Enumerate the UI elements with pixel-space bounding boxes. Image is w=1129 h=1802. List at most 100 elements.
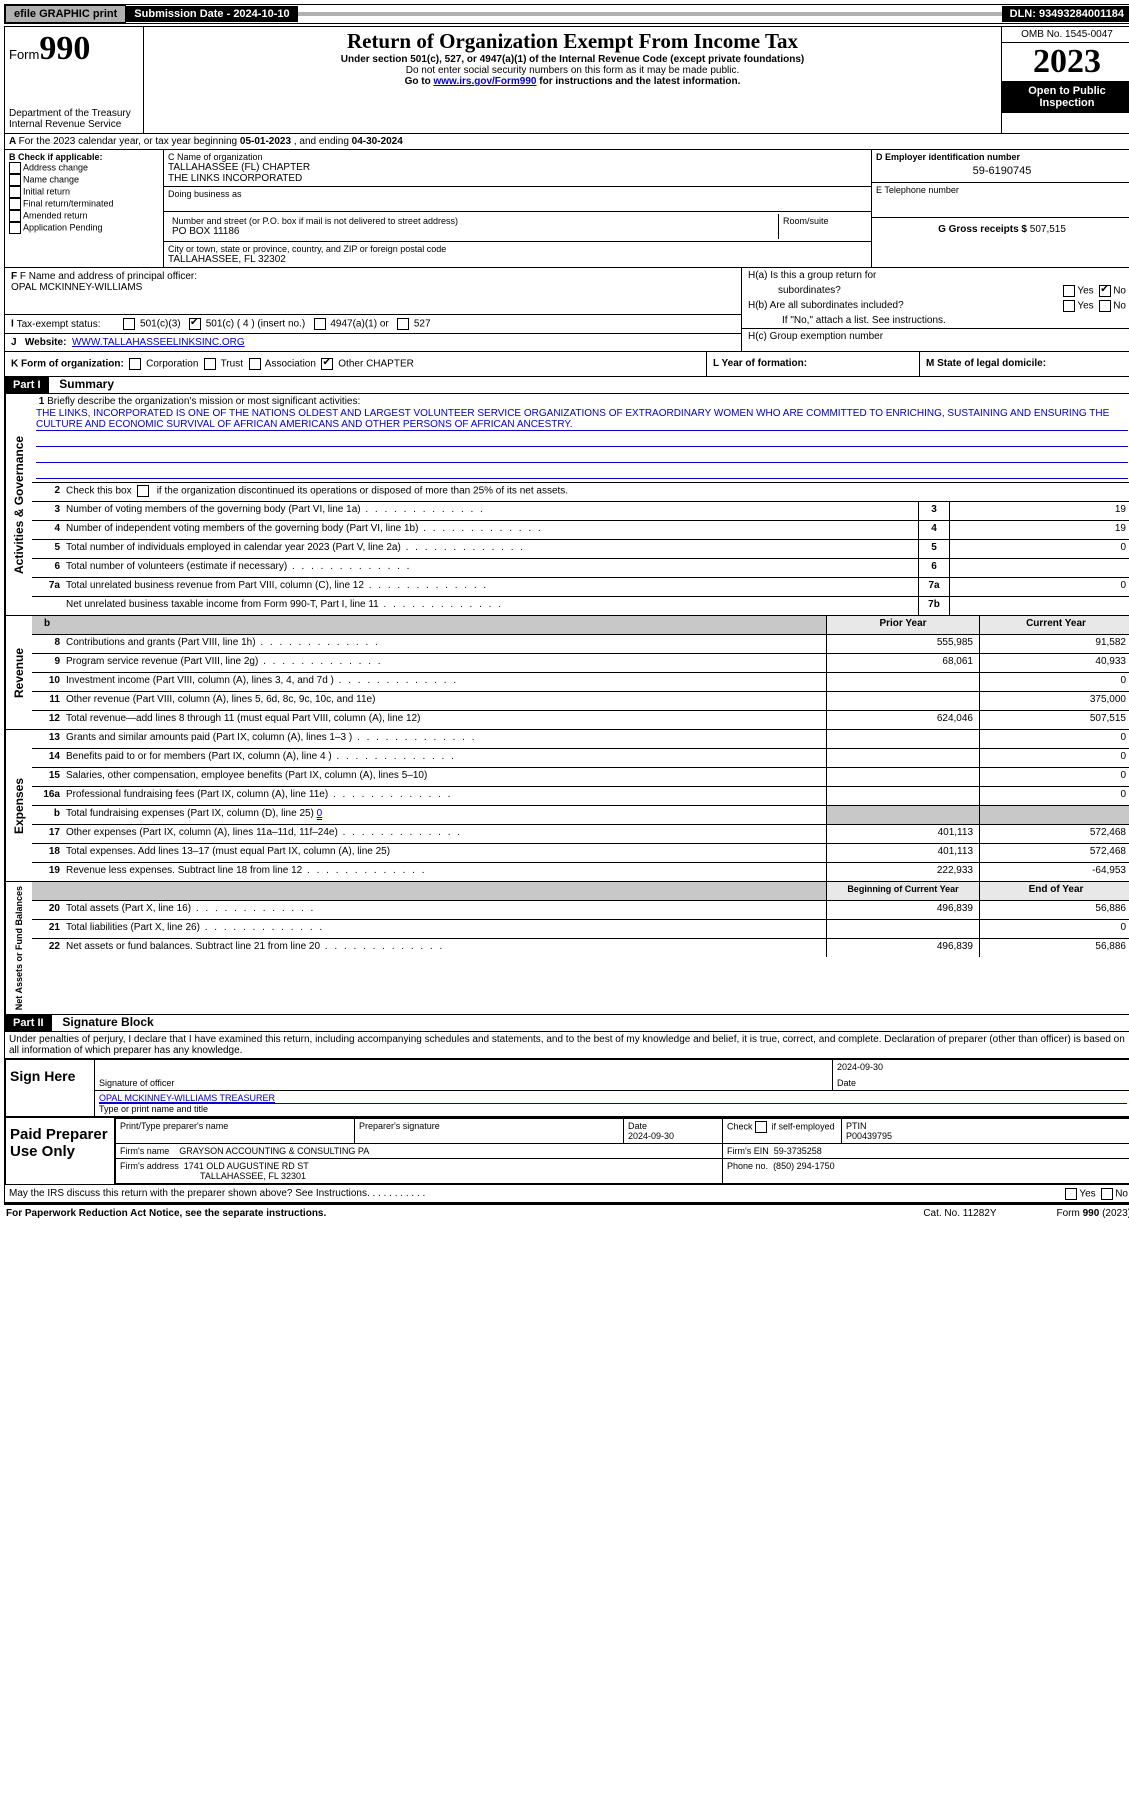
l11-cy: 375,000 xyxy=(979,692,1129,710)
chk-corp[interactable] xyxy=(129,358,141,370)
opt-527: 527 xyxy=(414,319,431,330)
gross-label: G Gross receipts $ xyxy=(938,224,1027,235)
line-7a-desc: Total unrelated business revenue from Pa… xyxy=(62,578,918,596)
chk-initial-return[interactable]: Initial return xyxy=(9,186,159,198)
chk-application-pending[interactable]: Application Pending xyxy=(9,222,159,234)
prep-check-lbl: Check xyxy=(727,1122,753,1132)
part-1-header: Part I Summary xyxy=(5,377,1129,394)
l14-desc: Benefits paid to or for members (Part IX… xyxy=(62,749,826,767)
l11-desc: Other revenue (Part VIII, column (A), li… xyxy=(62,692,826,710)
line-21: 21Total liabilities (Part X, line 26) 0 xyxy=(32,919,1129,938)
box-hb: H(b) Are all subordinates included? Yes … xyxy=(742,298,1129,313)
ein-value: 59-6190745 xyxy=(876,162,1128,180)
chk-amended-return[interactable]: Amended return xyxy=(9,210,159,222)
chk-address-change[interactable]: Address change xyxy=(9,162,159,174)
opt-501c3: 501(c)(3) xyxy=(140,319,181,330)
phone-value xyxy=(876,195,1128,215)
form-title: Return of Organization Exempt From Incom… xyxy=(148,29,997,54)
l16b-val: 0 xyxy=(317,808,323,820)
open-public-inspection: Open to Public Inspection xyxy=(1002,81,1129,113)
line-6: 6Total number of volunteers (estimate if… xyxy=(32,558,1129,577)
mission-blank-1 xyxy=(36,432,1128,447)
header-right: OMB No. 1545-0047 2023 Open to Public In… xyxy=(1001,27,1129,133)
l8-desc: Contributions and grants (Part VIII, lin… xyxy=(62,635,826,653)
line-18: 18Total expenses. Add lines 13–17 (must … xyxy=(32,843,1129,862)
hdr-bcy: Beginning of Current Year xyxy=(826,882,979,900)
part-1-badge: Part I xyxy=(5,377,49,393)
line-7b-val xyxy=(949,597,1129,615)
l18-py: 401,113 xyxy=(826,844,979,862)
chk-discuss-no[interactable] xyxy=(1101,1188,1113,1200)
mission-blank-2 xyxy=(36,448,1128,463)
box-b: B Check if applicable: Address change Na… xyxy=(5,150,164,267)
l13-desc: Grants and similar amounts paid (Part IX… xyxy=(62,730,826,748)
chk-discontinued[interactable] xyxy=(137,485,149,497)
org-name-1: TALLAHASSEE (FL) CHAPTER xyxy=(168,162,867,173)
org-name-2: THE LINKS INCORPORATED xyxy=(168,173,867,184)
efile-print-button[interactable]: efile GRAPHIC print xyxy=(5,5,126,23)
chk-other[interactable] xyxy=(321,358,333,370)
chk-self-employed[interactable] xyxy=(755,1121,767,1133)
klm-row: K Form of organization: Corporation Trus… xyxy=(5,352,1129,377)
website-link[interactable]: WWW.TALLAHASSEELINKSINC.ORG xyxy=(72,337,245,348)
opt-501c: 501(c) ( 4 ) (insert no.) xyxy=(206,319,305,330)
chk-4947[interactable] xyxy=(314,318,326,330)
inspect-2: Inspection xyxy=(1004,97,1129,109)
chk-hb-yes[interactable] xyxy=(1063,300,1075,312)
l16b-py xyxy=(826,806,979,824)
l13-cy: 0 xyxy=(979,730,1129,748)
irs-link[interactable]: www.irs.gov/Form990 xyxy=(433,76,536,87)
address-row: Number and street (or P.O. box if mail i… xyxy=(164,212,871,242)
box-f-value: OPAL MCKINNEY-WILLIAMS xyxy=(11,282,735,293)
expenses-body: 13Grants and similar amounts paid (Part … xyxy=(32,730,1129,881)
line-3-box: 3 xyxy=(918,502,949,520)
org-name-block: C Name of organization TALLAHASSEE (FL) … xyxy=(164,150,871,187)
part-1-title: Summary xyxy=(51,375,122,393)
l16a-desc: Professional fundraising fees (Part IX, … xyxy=(62,787,826,805)
ein-block: D Employer identification number 59-6190… xyxy=(872,150,1129,183)
discuss-label: May the IRS discuss this return with the… xyxy=(9,1188,370,1199)
sign-name-block: OPAL MCKINNEY-WILLIAMS TREASURER Type or… xyxy=(95,1091,1129,1116)
box-hc: H(c) Group exemption number xyxy=(742,329,1129,344)
irs-label: Internal Revenue Service xyxy=(9,119,139,130)
chk-ha-no[interactable] xyxy=(1099,285,1111,297)
gov-section: Activities & Governance 1 Briefly descri… xyxy=(5,394,1129,616)
chk-hb-no[interactable] xyxy=(1099,300,1111,312)
line-7a-box: 7a xyxy=(918,578,949,596)
line-19: 19Revenue less expenses. Subtract line 1… xyxy=(32,862,1129,881)
gross-receipts: G Gross receipts $ 507,515 xyxy=(872,218,1129,241)
line-9: 9Program service revenue (Part VIII, lin… xyxy=(32,653,1129,672)
chk-527[interactable] xyxy=(397,318,409,330)
line-6-box: 6 xyxy=(918,559,949,577)
line-a-tax-year: A For the 2023 calendar year, or tax yea… xyxy=(5,134,1129,150)
opt-pending: Application Pending xyxy=(23,222,103,232)
l19-desc: Revenue less expenses. Subtract line 18 … xyxy=(62,863,826,881)
revenue-header: b Prior Year Current Year xyxy=(32,616,1129,634)
chk-ha-yes[interactable] xyxy=(1063,285,1075,297)
line-5: 5Total number of individuals employed in… xyxy=(32,539,1129,558)
l16a-cy: 0 xyxy=(979,787,1129,805)
l15-py xyxy=(826,768,979,786)
chk-trust[interactable] xyxy=(204,358,216,370)
revenue-section: Revenue b Prior Year Current Year 8Contr… xyxy=(5,616,1129,730)
l11-py xyxy=(826,692,979,710)
firm-ph-lbl: Phone no. xyxy=(727,1161,768,1171)
opt-corp: Corporation xyxy=(146,359,198,370)
dln-label: DLN: 93493284001184 xyxy=(1002,6,1129,22)
prep-row-3: Firm's address 1741 OLD AUGUSTINE RD ST … xyxy=(116,1159,1129,1184)
chk-final-return[interactable]: Final return/terminated xyxy=(9,198,159,210)
chk-discuss-yes[interactable] xyxy=(1065,1188,1077,1200)
chk-name-change[interactable]: Name change xyxy=(9,174,159,186)
chk-501c[interactable] xyxy=(189,318,201,330)
line-17: 17Other expenses (Part IX, column (A), l… xyxy=(32,824,1129,843)
opt-other-val: CHAPTER xyxy=(366,359,414,370)
chk-assoc[interactable] xyxy=(249,358,261,370)
l12-desc: Total revenue—add lines 8 through 11 (mu… xyxy=(62,711,826,729)
opt-4947: 4947(a)(1) or xyxy=(330,319,388,330)
box-ha: H(a) Is this a group return for xyxy=(742,268,1129,283)
l21-py xyxy=(826,920,979,938)
chk-501c3[interactable] xyxy=(123,318,135,330)
line-3: 3Number of voting members of the governi… xyxy=(32,501,1129,520)
prep-date-val: 2024-09-30 xyxy=(628,1131,674,1141)
ptin-lbl: PTIN xyxy=(846,1121,867,1131)
